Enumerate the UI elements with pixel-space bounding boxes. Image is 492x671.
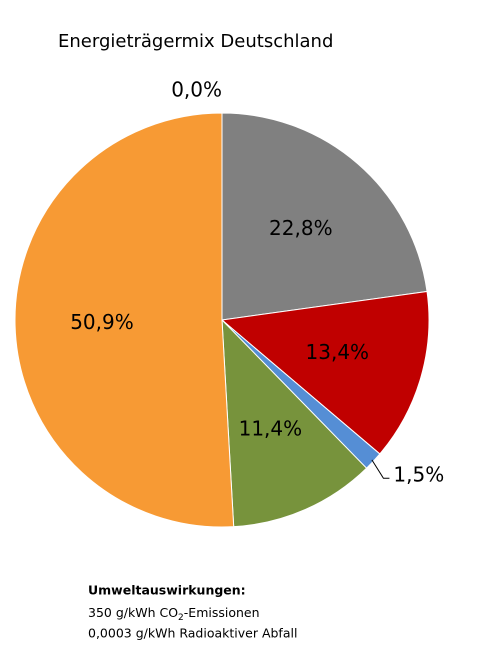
chart-title: Energieträgermix Deutschland — [58, 31, 333, 52]
data-label: 11,4% — [239, 416, 303, 440]
data-label: 50,9% — [70, 310, 134, 334]
pie-slice — [220, 290, 430, 455]
data-label: 1,5% — [393, 463, 444, 487]
leader-line — [371, 459, 390, 479]
notes-line: 350 g/kWh CO2-Emissionen — [88, 605, 260, 623]
pie-slice — [14, 112, 235, 528]
notes-heading: Umweltauswirkungen: — [88, 583, 246, 598]
data-label: 0,0% — [171, 78, 222, 102]
pie-slice — [221, 112, 428, 321]
pie: 0,0% 22,8% 13,4% 1,5% 11,4% 50,9% — [14, 78, 444, 528]
notes-subscript: 2 — [178, 613, 184, 623]
notes-line: 0,0003 g/kWh Radioaktiver Abfall — [88, 626, 297, 641]
data-label: 22,8% — [269, 216, 333, 240]
data-label: 13,4% — [306, 340, 370, 364]
notes-text: -Emissionen — [184, 605, 260, 620]
notes-text: 350 g/kWh CO — [88, 605, 178, 620]
pie-slice — [221, 318, 368, 528]
